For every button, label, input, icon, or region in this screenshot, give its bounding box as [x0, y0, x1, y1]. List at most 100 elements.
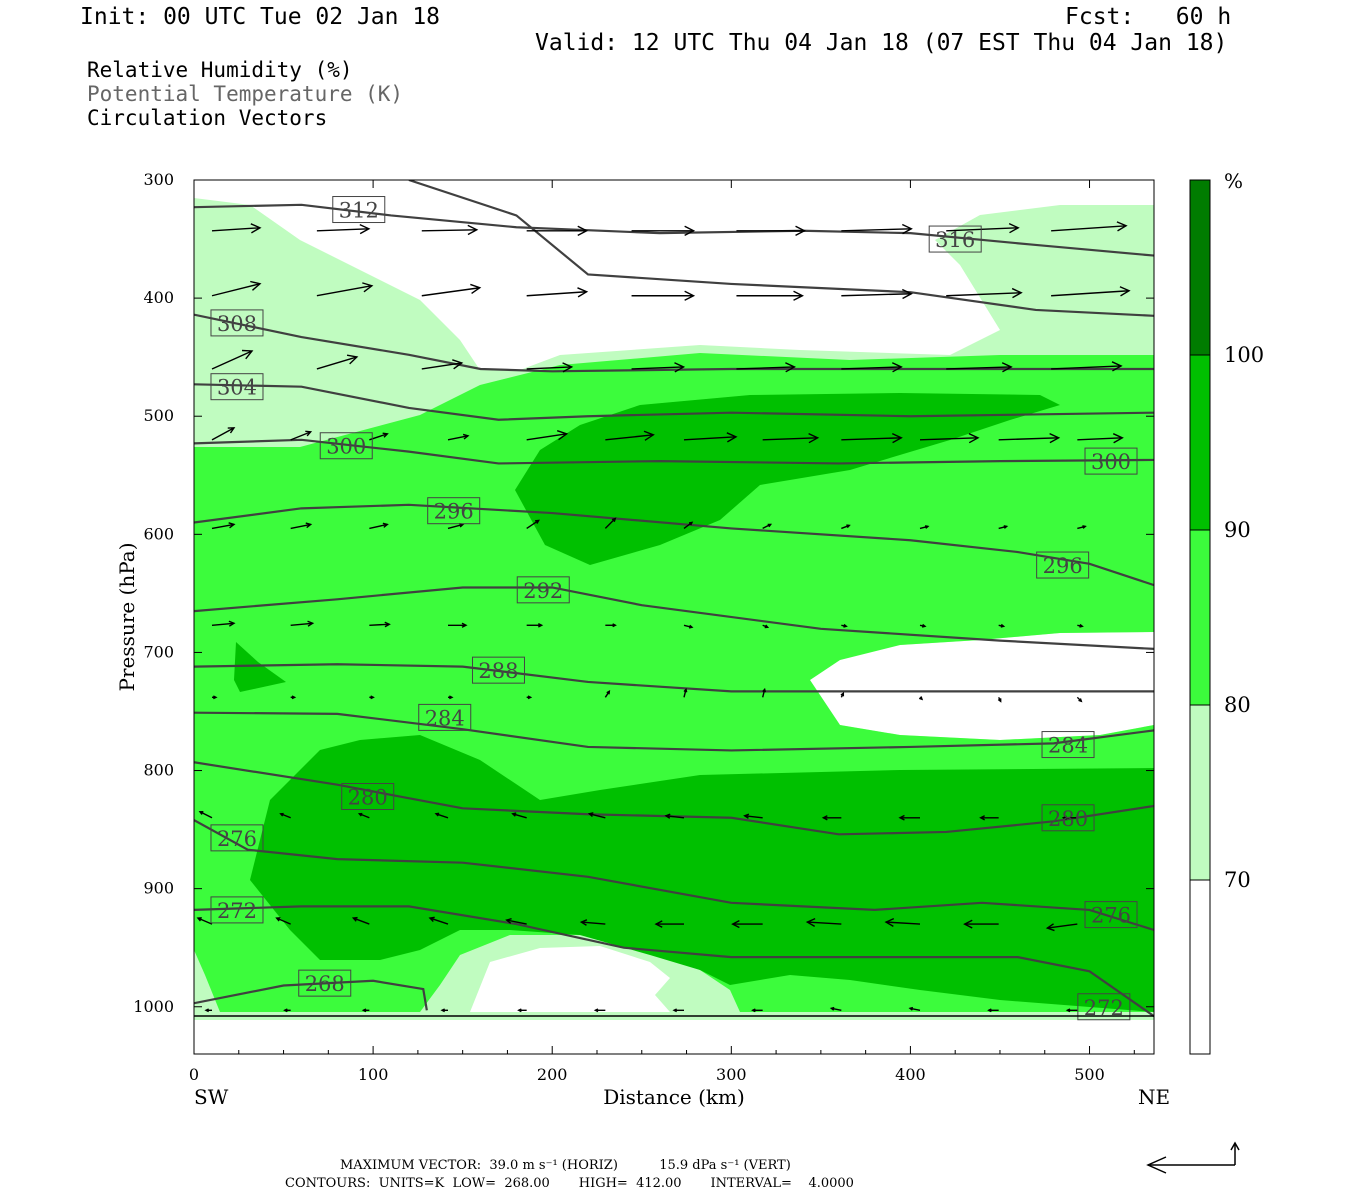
- vector-arrow: [369, 621, 391, 628]
- legend-rh: Relative Humidity (%): [87, 58, 353, 82]
- max-vector-note: MAXIMUM VECTOR: 39.0 m s⁻¹ (HORIZ) 15.9 …: [340, 1158, 791, 1173]
- contour-label-308: 308: [210, 309, 264, 337]
- theta-contour-296: [194, 503, 1154, 587]
- contour-label-text: 284: [425, 706, 465, 730]
- vector-arrow: [316, 223, 371, 235]
- theta-contour-272: [194, 905, 1154, 1018]
- theta-contour-292: [194, 586, 1154, 650]
- contour-label-text: 268: [305, 972, 345, 996]
- vector-arrow: [683, 521, 694, 529]
- vector-arrow: [946, 222, 1020, 234]
- contour-label-280: 280: [1041, 804, 1095, 832]
- vector-arrow: [1077, 623, 1084, 628]
- vector-arrow: [212, 695, 218, 700]
- theta-contour-284: [194, 711, 1154, 752]
- y-tick-label: 400: [143, 288, 174, 307]
- theta-contour-308: [194, 313, 1154, 373]
- plot-frame: [193, 179, 1155, 1055]
- contour-label-288: 288: [471, 656, 525, 684]
- vector-arrow: [526, 287, 589, 298]
- contour-label-304: 304: [210, 373, 264, 401]
- contour-label-text: 284: [1048, 734, 1088, 758]
- y-tick-label: 700: [143, 642, 174, 661]
- contour-label-text: 296: [1043, 554, 1083, 578]
- vector-arrow: [290, 430, 313, 441]
- axes: 0 100 200 300 400 500 300 400 500 600 700 800 900 100…: [133, 170, 1154, 1084]
- theta-contours: [194, 180, 1154, 1018]
- vector-arrow: [211, 427, 236, 441]
- x-tick-label: 300: [716, 1065, 747, 1084]
- vector-arrow: [919, 432, 980, 444]
- endpoint-ne: NE: [1138, 1085, 1170, 1109]
- x-axis-label: Distance (km): [603, 1085, 745, 1109]
- vector-arrow: [279, 812, 291, 819]
- theta-contour-labels: 312 316 308 304 300 300 296 296 292 288 284 284 280 2…: [210, 196, 1138, 1021]
- vector-arrow: [1077, 433, 1124, 444]
- vector-arrow: [946, 362, 1013, 373]
- colorbar-unit: %: [1224, 169, 1243, 193]
- colorbar-100: [1189, 179, 1211, 356]
- vector-arrow: [918, 696, 924, 701]
- vector-arrow: [447, 433, 470, 441]
- vector-arrow: [1061, 815, 1078, 820]
- vector-arrow: [290, 620, 315, 627]
- contour-label-text: 296: [434, 500, 474, 524]
- vector-arrow: [683, 432, 738, 443]
- y-tick-label: 600: [143, 524, 174, 543]
- vector-arrow: [987, 1008, 999, 1013]
- colorbar-80: [1189, 529, 1211, 706]
- vector-arrow: [751, 1008, 763, 1013]
- rh-region-90-lower: [250, 735, 1154, 1012]
- contour-label-284: 284: [1041, 731, 1095, 759]
- vector-arrow: [683, 624, 694, 629]
- x-tick-label: 500: [1074, 1065, 1105, 1084]
- colorbar: % 100 90 80 70: [1189, 169, 1264, 1055]
- vector-arrow: [434, 812, 449, 819]
- vector-arrow: [1076, 696, 1083, 703]
- contour-note: CONTOURS: UNITS=K LOW= 268.00 HIGH= 412.…: [285, 1176, 854, 1191]
- vector-arrow: [351, 916, 370, 925]
- rh-region-clear-low: [470, 946, 670, 1012]
- vector-arrow: [211, 349, 254, 370]
- vector-arrow: [908, 1006, 921, 1011]
- vector-arrow: [998, 432, 1061, 444]
- vector-arrow: [604, 690, 611, 698]
- vector-arrow: [605, 430, 655, 441]
- vector-arrow: [369, 695, 375, 700]
- init-time: Init: 00 UTC Tue 02 Jan 18: [80, 4, 441, 30]
- vector-arrow: [526, 362, 574, 373]
- forecast-hour: Fcst: 60 h: [1065, 4, 1232, 30]
- colorbar-label-100: 100: [1224, 343, 1264, 367]
- contour-label-312: 312: [332, 196, 386, 224]
- vector-arrow: [919, 623, 927, 628]
- vector-arrow: [211, 280, 262, 297]
- vector-arrow: [448, 695, 454, 700]
- vector-arrow: [631, 290, 696, 301]
- vector-arrow: [841, 288, 913, 300]
- vector-arrow: [593, 1008, 606, 1013]
- colorbar-below-70: [1189, 879, 1211, 1055]
- vector-arrow: [448, 622, 468, 628]
- x-tick-label: 200: [537, 1065, 568, 1084]
- vector-arrow: [736, 290, 804, 301]
- colorbar-label-80: 80: [1224, 693, 1251, 717]
- vector-arrow: [357, 812, 370, 819]
- vector-arrow: [290, 695, 297, 700]
- vector-arrow: [997, 697, 1002, 703]
- vector-arrow: [316, 282, 374, 297]
- vector-arrow: [841, 362, 903, 373]
- legend-theta: Potential Temperature (K): [87, 82, 404, 106]
- vector-arrow: [762, 624, 770, 629]
- vector-arrow: [369, 522, 389, 530]
- y-tick-label: 1000: [133, 997, 174, 1016]
- vector-arrow: [898, 814, 920, 821]
- colorbar-label-90: 90: [1224, 518, 1251, 542]
- contour-label-text: 288: [478, 659, 518, 683]
- contour-label-text: 292: [523, 579, 563, 603]
- contour-label-text: 280: [348, 786, 388, 810]
- vector-arrow: [1077, 525, 1087, 530]
- vector-arrow: [428, 916, 449, 925]
- contour-label-268: 268: [298, 969, 352, 997]
- theta-contour-316: [194, 203, 1154, 257]
